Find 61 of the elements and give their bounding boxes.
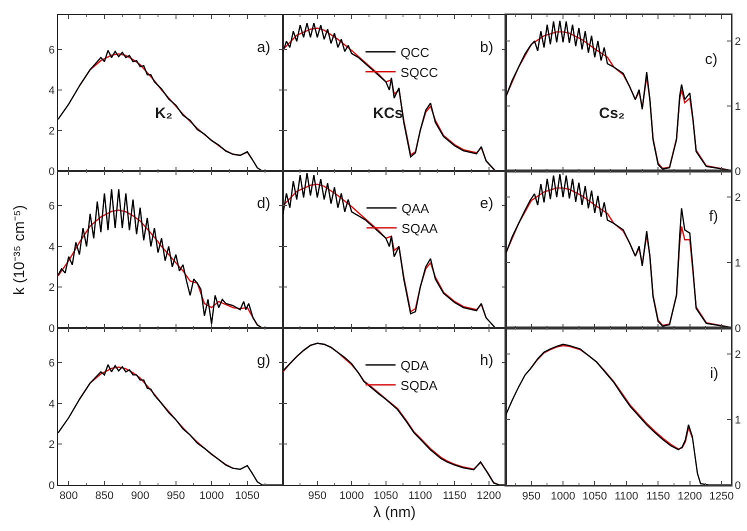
legend-label: SQDA	[400, 378, 438, 393]
y-tick-label: 0	[48, 166, 55, 178]
x-tick-label: 800	[60, 490, 78, 502]
annotation: d)	[257, 195, 270, 212]
x-tick-label: 950	[166, 490, 186, 502]
y-tick-label: 2	[734, 36, 741, 48]
y-tick-label: 6	[48, 358, 55, 370]
y-tick-label: 2	[48, 439, 55, 452]
x-tick-label: 950	[522, 490, 541, 503]
annotation: b)	[480, 39, 494, 56]
legend-label: SQAA	[402, 220, 438, 236]
annotation: K₂	[155, 105, 172, 122]
annotation: h)	[480, 352, 494, 369]
y-tick-label: 1	[734, 100, 741, 113]
y-tick-label: 4	[48, 398, 55, 410]
y-tick-label: 0	[48, 480, 55, 492]
y-tick-label: 2	[48, 282, 55, 294]
x-tick-label: 1200	[678, 490, 702, 503]
x-tick-label: 1200	[476, 490, 502, 502]
x-tick-label: 1250	[709, 490, 734, 503]
y-tick-label: 2	[734, 349, 741, 362]
x-tick-label: 900	[130, 490, 150, 502]
y-tick-label: 0	[734, 480, 741, 492]
x-tick-label: 1150	[442, 490, 466, 502]
y-tick-label: 2	[48, 125, 55, 138]
x-tick-label: 1100	[614, 490, 638, 503]
annotation: Cs₂	[599, 105, 625, 122]
annotation: g)	[257, 352, 270, 369]
legend-label: QAA	[402, 201, 430, 216]
y-tick-label: 1	[734, 257, 741, 270]
x-tick-label: 1050	[582, 490, 607, 503]
annotation: c)	[705, 51, 718, 68]
legend-label: SQCC	[400, 64, 438, 80]
y-tick-label: 6	[48, 200, 55, 213]
annotation: a)	[257, 39, 270, 56]
y-tick-label: 2	[734, 192, 741, 204]
x-tick-label: 1050	[374, 490, 398, 502]
line-series	[506, 344, 731, 485]
legend-label: QDA	[400, 358, 430, 373]
x-tick-label: 1000	[550, 490, 576, 503]
x-tick-label: 1000	[199, 490, 224, 502]
x-tick-label: 850	[95, 490, 114, 502]
x-tick-label: 1100	[408, 490, 432, 502]
x-tick-label: 1050	[235, 490, 260, 502]
y-tick-label: 1	[734, 414, 741, 426]
x-axis-title: λ (nm)	[373, 504, 416, 521]
y-tick-label: 6	[48, 44, 55, 56]
y-tick-label: 4	[48, 84, 55, 97]
x-tick-label: 950	[308, 490, 326, 502]
annotation: f)	[709, 208, 718, 225]
x-tick-label: 1000	[339, 490, 364, 502]
legend-label: QCC	[400, 44, 430, 60]
annotation: i)	[710, 365, 718, 382]
x-tick-label: 1150	[646, 490, 670, 503]
annotation: e)	[480, 195, 494, 212]
y-tick-label: 0	[48, 322, 55, 335]
y-tick-label: 4	[48, 241, 55, 254]
annotation: KCs	[373, 105, 404, 122]
y-tick-label: 0	[734, 322, 741, 335]
y-tick-label: 0	[734, 166, 741, 178]
y-axis-title: k (10⁻³⁵ cm⁻⁵)	[10, 204, 28, 294]
